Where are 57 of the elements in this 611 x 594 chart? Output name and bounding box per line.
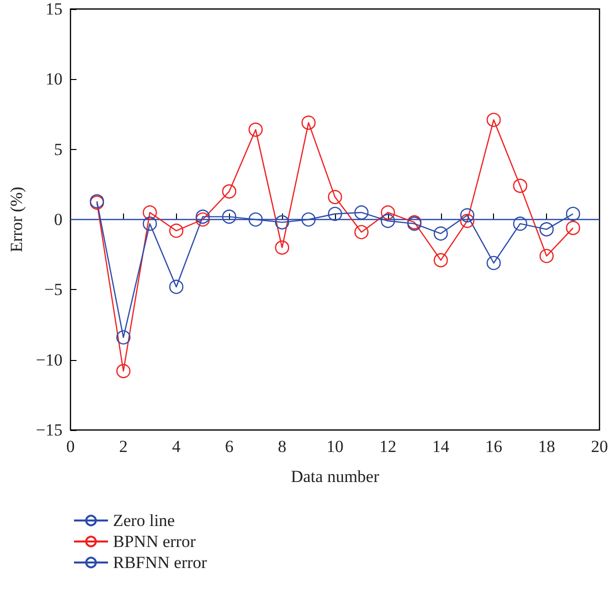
point [460,214,474,228]
point [301,116,316,130]
y-tick-label: 5 [54,140,62,159]
point [301,212,316,227]
point [540,222,554,236]
x-tick-label: 6 [224,437,234,456]
y-tick-label: −10 [36,350,62,370]
point [513,178,528,193]
point [540,248,554,264]
point [142,216,157,231]
point [354,205,369,220]
point [434,226,448,241]
point [196,210,210,224]
x-axis-title: Data number [290,467,380,486]
point [275,215,290,230]
y-axis-title: Error (%) [7,186,26,252]
point [566,206,580,221]
x-tick-label: 0 [66,437,75,456]
x-tick-label: 2 [119,437,128,456]
point [354,225,369,240]
point [169,224,184,238]
point [566,220,580,236]
x-tick-label: 10 [326,437,344,456]
point [222,184,236,199]
x-tick-label: 14 [432,437,450,456]
point [486,112,501,127]
point [328,206,342,221]
legend-label: RBFNN error [113,553,208,572]
point [513,216,528,231]
x-tick-label: 12 [379,437,396,456]
point [248,122,263,137]
y-tick-label: −15 [36,420,62,440]
legend-label: BPNN error [113,532,196,551]
x-tick-label: 4 [172,437,182,456]
point [380,205,395,220]
x-tick-label: 8 [278,437,286,456]
point [142,205,157,220]
point [275,240,290,255]
point [196,212,210,227]
x-tick-label: 18 [538,437,556,456]
point [248,212,263,227]
x-tick-label: 16 [485,437,502,456]
y-tick-label: 0 [54,210,62,229]
point [434,253,448,268]
x-tick-label: 20 [591,437,608,456]
point [328,190,342,204]
point [460,208,474,222]
y-tick-label: −5 [44,280,62,300]
point [116,330,130,344]
legend-label: Zero line [113,511,175,530]
point [116,364,130,378]
y-tick-label: 15 [45,0,62,18]
point [380,214,395,228]
y-tick-label: 10 [45,70,62,89]
point [486,256,501,270]
point [169,280,184,294]
point [222,210,236,224]
